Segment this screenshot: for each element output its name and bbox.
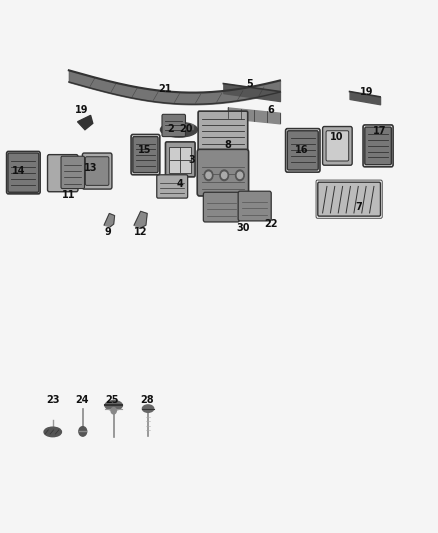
Text: 16: 16 xyxy=(295,145,308,155)
Polygon shape xyxy=(78,115,93,130)
FancyBboxPatch shape xyxy=(8,153,39,192)
Text: 11: 11 xyxy=(62,190,76,200)
FancyBboxPatch shape xyxy=(318,182,381,216)
FancyBboxPatch shape xyxy=(287,131,318,170)
FancyBboxPatch shape xyxy=(197,149,249,196)
Circle shape xyxy=(204,170,213,181)
FancyBboxPatch shape xyxy=(238,191,271,221)
FancyBboxPatch shape xyxy=(203,192,240,222)
FancyBboxPatch shape xyxy=(82,153,112,189)
Text: 14: 14 xyxy=(12,166,25,176)
FancyBboxPatch shape xyxy=(170,147,191,173)
Text: 19: 19 xyxy=(75,105,88,115)
Text: 10: 10 xyxy=(330,132,343,142)
Circle shape xyxy=(79,426,87,436)
Text: 20: 20 xyxy=(180,124,193,134)
FancyBboxPatch shape xyxy=(61,156,85,189)
Text: 7: 7 xyxy=(355,202,362,212)
FancyBboxPatch shape xyxy=(166,142,195,177)
FancyBboxPatch shape xyxy=(365,127,391,165)
FancyBboxPatch shape xyxy=(157,175,187,198)
Circle shape xyxy=(220,170,229,181)
FancyBboxPatch shape xyxy=(85,157,109,185)
Text: 9: 9 xyxy=(105,227,111,237)
Text: 17: 17 xyxy=(373,126,387,136)
Circle shape xyxy=(206,172,211,179)
Text: 6: 6 xyxy=(268,105,275,115)
Text: 12: 12 xyxy=(134,227,148,237)
Ellipse shape xyxy=(142,405,154,413)
FancyBboxPatch shape xyxy=(326,131,349,161)
FancyBboxPatch shape xyxy=(198,111,248,151)
Text: 30: 30 xyxy=(236,223,250,233)
Text: 24: 24 xyxy=(75,395,88,405)
Text: 23: 23 xyxy=(46,395,60,405)
Text: 5: 5 xyxy=(246,78,253,88)
Text: 22: 22 xyxy=(265,219,278,229)
Text: 25: 25 xyxy=(106,395,119,405)
Text: 4: 4 xyxy=(177,179,183,189)
Text: 28: 28 xyxy=(140,395,154,405)
FancyBboxPatch shape xyxy=(47,155,78,192)
Circle shape xyxy=(222,172,227,179)
Circle shape xyxy=(237,172,243,179)
Ellipse shape xyxy=(160,122,198,137)
Text: 3: 3 xyxy=(189,156,195,165)
FancyBboxPatch shape xyxy=(162,114,185,136)
Ellipse shape xyxy=(44,427,61,437)
Text: 8: 8 xyxy=(224,140,231,150)
FancyBboxPatch shape xyxy=(322,126,352,165)
Ellipse shape xyxy=(105,401,122,410)
Text: 19: 19 xyxy=(360,86,374,96)
Circle shape xyxy=(111,408,116,414)
Circle shape xyxy=(236,170,244,181)
Text: 13: 13 xyxy=(84,164,97,173)
Polygon shape xyxy=(104,214,115,227)
Text: 15: 15 xyxy=(138,145,152,155)
Text: 2: 2 xyxy=(167,124,173,134)
Polygon shape xyxy=(134,212,147,228)
FancyBboxPatch shape xyxy=(133,136,158,173)
Text: 21: 21 xyxy=(158,84,171,94)
